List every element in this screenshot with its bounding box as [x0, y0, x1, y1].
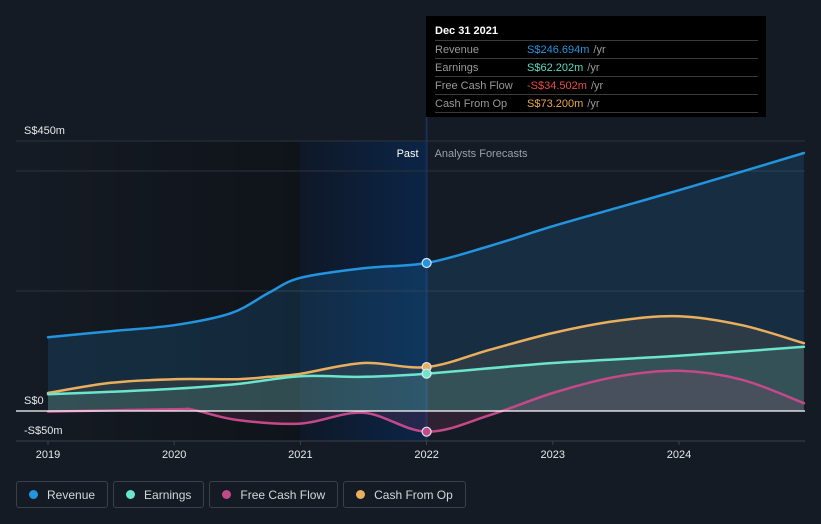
cash-from-op-line — [46, 314, 806, 395]
past-label: Past — [397, 148, 419, 160]
x-tick-label: 2024 — [667, 449, 691, 461]
tooltip-unit: /yr — [590, 79, 604, 92]
y-tick-label: S$0 — [24, 395, 44, 407]
x-tick-label: 2021 — [288, 449, 312, 461]
tooltip-value: S$62.202m — [527, 61, 584, 74]
y-tick-label: S$450m — [24, 125, 65, 137]
legend-item-revenue[interactable]: Revenue — [16, 481, 109, 508]
free-cash-flow-area — [48, 370, 804, 432]
tooltip-label: Earnings — [435, 61, 479, 74]
tooltip-unit: /yr — [593, 43, 606, 56]
earnings-dot-icon — [126, 490, 136, 499]
revenue-line — [46, 151, 806, 339]
tooltip-value: S$246.694m — [527, 43, 590, 56]
tooltip-row-earnings: Earnings S$62.202m /yr — [435, 58, 758, 76]
x-tick-label: 2023 — [541, 449, 565, 461]
tooltip-label: Cash From Op — [435, 97, 508, 110]
tooltip-value: S$73.200m — [527, 97, 584, 110]
tooltip-row-free-cash-flow: Free Cash Flow -S$34.502m /yr — [435, 76, 758, 94]
legend: Revenue Earnings Free Cash Flow Cash Fro… — [16, 481, 466, 508]
legend-label: Cash From Op — [374, 487, 453, 502]
tooltip-date: Dec 31 2021 — [435, 25, 498, 37]
legend-label: Free Cash Flow — [240, 487, 326, 502]
y-tick-label: -S$50m — [24, 425, 63, 437]
tooltip-unit: /yr — [587, 97, 600, 110]
tooltip-label: Revenue — [435, 43, 480, 56]
cash-from-op-area — [48, 316, 804, 411]
x-tick-label: 2020 — [162, 449, 186, 461]
x-tick-label: 2022 — [414, 449, 438, 461]
tooltip-value: -S$34.502m — [527, 79, 587, 92]
free-cash-flow-dot-icon — [222, 490, 232, 499]
forecast-label: Analysts Forecasts — [435, 148, 528, 160]
earnings-line — [46, 345, 806, 396]
x-tick-label: 2019 — [36, 449, 60, 461]
cash-from-op-dot-icon — [356, 490, 366, 499]
tooltip-unit: /yr — [587, 61, 600, 74]
revenue-marker — [421, 257, 432, 269]
legend-item-earnings[interactable]: Earnings — [113, 481, 205, 508]
legend-item-free-cash-flow[interactable]: Free Cash Flow — [209, 481, 339, 508]
revenue-dot-icon — [29, 490, 38, 499]
legend-label: Revenue — [47, 487, 96, 502]
legend-label: Earnings — [144, 487, 192, 502]
earnings-marker — [421, 368, 432, 379]
tooltip-row-cash-from-op: Cash From Op S$73.200m /yr — [435, 94, 758, 113]
legend-item-cash-from-op[interactable]: Cash From Op — [343, 481, 466, 508]
free-cash-flow-marker — [421, 426, 432, 437]
earnings-area — [48, 346, 804, 411]
tooltip-label: Free Cash Flow — [435, 79, 513, 92]
tooltip: Dec 31 2021 Revenue S$246.694m /yr Earni… — [426, 16, 766, 117]
revenue-area — [48, 153, 804, 411]
tooltip-row-revenue: Revenue S$246.694m /yr — [435, 40, 758, 58]
